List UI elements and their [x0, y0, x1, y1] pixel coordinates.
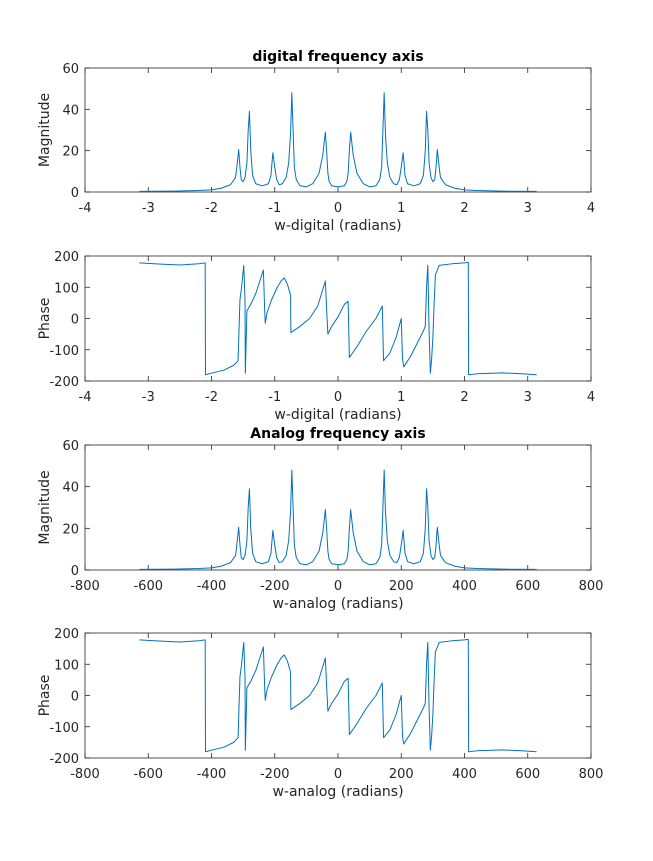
y-tick-label: 40 [62, 103, 79, 118]
chart-title: digital frequency axis [252, 49, 423, 65]
y-tick-label: -200 [49, 752, 79, 767]
x-tick-label: -200 [260, 579, 290, 594]
x-tick-label: 1 [397, 201, 405, 216]
x-tick-label: 0 [334, 579, 342, 594]
x-axis-label: w-digital (radians) [274, 407, 401, 423]
axes-box [84, 632, 592, 759]
x-tick-label: 600 [515, 579, 540, 594]
x-tick-label: -800 [70, 767, 100, 782]
y-tick-label: 0 [71, 564, 79, 579]
x-tick-label: 200 [389, 767, 414, 782]
y-tick-label: 100 [54, 658, 79, 673]
x-tick-label: -2 [205, 390, 218, 405]
y-axis-label: Phase [37, 298, 53, 340]
subplot-3: -800 -600 -400 -200 0 200 400 600 800 0 20 40 60 w-an… [37, 426, 603, 612]
y-tick-label: 200 [54, 250, 79, 265]
x-axis-label: w-analog (radians) [272, 784, 403, 800]
y-tick-label: 20 [62, 522, 79, 537]
y-axis-label: Phase [37, 675, 53, 717]
y-tick-label: 0 [71, 186, 79, 201]
x-tick-label: -4 [79, 201, 92, 216]
y-tick-label: -100 [49, 344, 79, 359]
x-tick-label: -1 [268, 201, 281, 216]
subplot-2: -4 -3 -2 -1 0 1 2 3 4 -200 -100 0 100 200 w-digital (r… [37, 250, 595, 423]
x-tick-label: -3 [142, 390, 155, 405]
axes-box [84, 444, 592, 571]
x-tick-label: -2 [205, 201, 218, 216]
series-line-1 [139, 638, 537, 753]
series-line-1 [139, 92, 537, 192]
x-axis-label: w-analog (radians) [272, 596, 403, 612]
series-line-1 [139, 469, 537, 570]
x-tick-label: 800 [579, 767, 604, 782]
x-tick-label: 4 [587, 201, 595, 216]
y-tick-label: 200 [54, 627, 79, 642]
y-tick-label: -200 [49, 375, 79, 390]
y-tick-label: -100 [49, 721, 79, 736]
x-tick-label: -800 [70, 579, 100, 594]
x-tick-label: -400 [197, 767, 227, 782]
y-axis-label: Magnitude [37, 93, 53, 167]
x-tick-label: -600 [133, 767, 163, 782]
y-tick-label: 60 [62, 62, 79, 77]
x-tick-label: 3 [524, 390, 532, 405]
x-tick-label: 0 [334, 767, 342, 782]
x-tick-label: 400 [452, 579, 477, 594]
x-tick-label: 0 [334, 201, 342, 216]
chart-title: Analog frequency axis [250, 426, 425, 442]
y-tick-label: 0 [71, 690, 79, 705]
axes-box [84, 255, 592, 382]
y-tick-label: 40 [62, 481, 79, 496]
x-tick-label: -3 [142, 201, 155, 216]
x-tick-label: 3 [524, 201, 532, 216]
y-axis-label: Magnitude [37, 470, 53, 544]
x-tick-label: 800 [579, 579, 604, 594]
x-tick-label: 2 [460, 390, 468, 405]
y-tick-label: 20 [62, 145, 79, 160]
x-tick-label: 1 [397, 390, 405, 405]
x-axis-label: w-digital (radians) [274, 218, 401, 234]
x-tick-label: 600 [515, 767, 540, 782]
x-tick-label: -600 [133, 579, 163, 594]
y-tick-label: 0 [71, 313, 79, 328]
series-line-1 [139, 261, 537, 376]
x-tick-label: -400 [197, 579, 227, 594]
y-tick-label: 100 [54, 281, 79, 296]
y-tick-label: 60 [62, 439, 79, 454]
x-tick-label: 2 [460, 201, 468, 216]
x-tick-label: 200 [389, 579, 414, 594]
x-tick-label: 4 [587, 390, 595, 405]
x-tick-label: -1 [268, 390, 281, 405]
axes-box [84, 67, 592, 193]
x-tick-label: -4 [79, 390, 92, 405]
subplot-4: -800 -600 -400 -200 0 200 400 600 800 -200 -100 0 10… [37, 627, 603, 800]
x-tick-label: -200 [260, 767, 290, 782]
x-tick-label: 0 [334, 390, 342, 405]
x-tick-label: 400 [452, 767, 477, 782]
